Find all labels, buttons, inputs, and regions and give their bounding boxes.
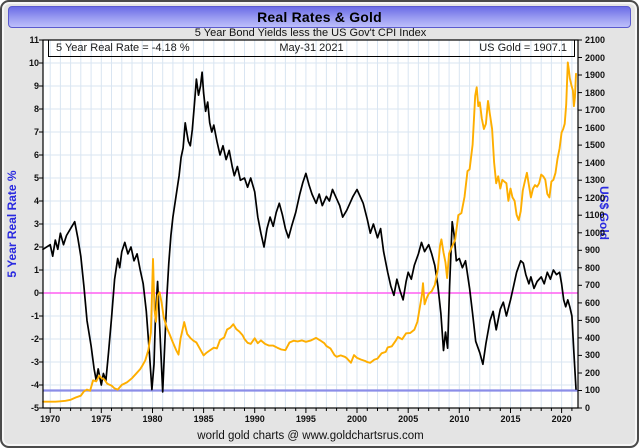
footer-credit: world gold charts @ www.goldchartsrus.co…: [197, 430, 424, 442]
axis-tick-label: -1: [30, 311, 39, 321]
axis-tick-label: 0: [585, 403, 591, 413]
axis-tick-label: 600: [585, 297, 601, 308]
axis-tick-label: 2005: [398, 414, 419, 424]
axis-tick-label: 2000: [585, 52, 606, 63]
axis-tick-label: 1000: [585, 227, 606, 238]
axis-tick-label: 1995: [295, 414, 316, 424]
axis-tick-label: 1975: [91, 414, 112, 424]
gold-price-line: [42, 61, 577, 403]
axis-tick-label: 1: [33, 265, 39, 275]
axis-tick-label: 6: [33, 150, 39, 160]
axis-tick-label: -2: [30, 334, 39, 344]
current-gold-label: US Gold = 1907.1: [479, 42, 567, 54]
axis-tick-label: 400: [585, 332, 601, 343]
axis-tick-label: 2: [33, 242, 39, 252]
axis-tick-label: 2015: [500, 414, 521, 424]
current-real-rate-label: 5 Year Real Rate = -4.18 %: [56, 42, 190, 54]
legend-band: 5 Year Real Rate = -4.18 % May-31 2021 U…: [48, 40, 575, 57]
axis-tick-label: 1800: [585, 87, 606, 98]
axis-tick-label: 1400: [585, 157, 606, 168]
axis-tick-label: 1700: [585, 105, 606, 116]
axis-tick-label: 2000: [347, 414, 368, 424]
axis-tick-label: 2010: [449, 414, 470, 424]
axis-tick-label: -5: [30, 403, 39, 413]
axis-tick-label: -3: [30, 357, 39, 367]
axis-tick-label: 500: [585, 315, 601, 326]
axis-tick-label: 2020: [551, 414, 572, 424]
axis-tick-label: 3: [33, 219, 39, 229]
axis-tick-label: 1980: [142, 414, 163, 424]
axis-tick-label: -4: [30, 380, 39, 390]
axis-tick-label: 4: [33, 196, 39, 206]
axis-tick-label: 9: [33, 81, 39, 91]
axis-tick-label: 10: [28, 58, 39, 68]
axis-tick-label: 1500: [585, 140, 606, 151]
axis-tick-label: 900: [585, 245, 601, 256]
axis-tick-label: 100: [585, 385, 601, 396]
title-bar: Real Rates & Gold: [8, 6, 631, 28]
axis-tick-label: 1990: [244, 414, 265, 424]
axis-tick-label: 7: [33, 127, 39, 137]
chart-title: Real Rates & Gold: [257, 9, 382, 25]
axis-tick-label: 11: [29, 35, 39, 45]
axis-tick-label: 5: [33, 173, 39, 183]
real-rate-line: [42, 71, 577, 393]
axis-tick-label: 300: [585, 350, 601, 361]
axis-tick-label: 1100: [585, 210, 605, 221]
current-date-label: May-31 2021: [279, 42, 344, 54]
axis-tick-label: 1900: [585, 70, 606, 81]
axis-tick-label: 800: [585, 262, 601, 273]
axis-tick-label: 8: [33, 104, 39, 114]
axis-tick-label: 2100: [585, 35, 606, 45]
axis-tick-label: 200: [585, 367, 601, 378]
axis-tick-label: 1970: [40, 414, 61, 424]
axis-tick-label: 1600: [585, 122, 606, 133]
axis-tick-label: 0: [33, 288, 39, 298]
axis-tick-label: 1985: [193, 414, 214, 424]
chart-subtitle: 5 Year Bond Yields less the US Gov't CPI…: [194, 27, 427, 39]
axis-tick-label: 1200: [585, 192, 606, 203]
axis-tick-label: 1300: [585, 175, 606, 186]
axis-tick-label: 700: [585, 280, 601, 291]
